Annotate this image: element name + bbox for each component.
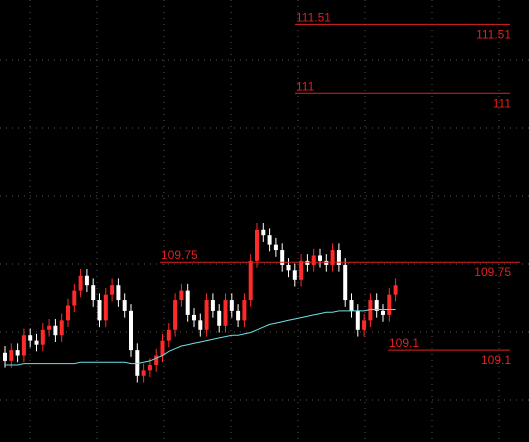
candle-body [393,285,398,295]
candle-body [72,290,77,306]
candle-body [110,285,115,295]
candle-body [185,290,190,315]
candle-body [368,300,373,321]
candle-body [154,355,159,365]
candle-body [160,340,165,356]
candle-body [198,320,203,330]
candle-body [286,264,291,271]
candle-body [129,310,133,351]
candle-body [381,310,385,315]
candle-body [28,335,33,341]
candle-body [84,275,89,286]
level-label-right: 111.51 [476,27,511,41]
candle-body [103,294,108,321]
candle-body [349,300,354,311]
candle-body [179,290,184,301]
level-label-left: 111.51 [296,10,331,24]
level-label-left: 111 [296,79,315,93]
candle-body [236,310,241,321]
level-label-right: 109.1 [481,353,511,367]
candle-body [355,310,360,330]
candle-body [9,350,14,361]
candle-body [122,300,127,311]
candle-body [166,329,171,341]
candle-body [116,285,121,301]
candle-body [78,275,83,291]
candle-body [141,370,146,376]
candle-body [53,325,58,336]
candle-body [330,250,335,265]
candle-body [66,305,70,321]
candle-body [292,270,297,280]
candle-body [204,300,209,330]
candle-body [192,314,196,321]
candle-body [261,229,266,236]
candle-body [343,264,348,301]
level-label-left: 109.1 [389,336,419,350]
candle-body [173,300,178,330]
candle-body [223,300,228,326]
candle-body [210,300,215,311]
moving-average [5,309,396,366]
candle-body [311,255,316,265]
candle-body [324,260,329,265]
candle-body [21,335,26,356]
candle-body [305,260,310,265]
candle-body [59,320,64,336]
candle-body [3,352,7,361]
candle-body [34,340,39,345]
candle-body [267,235,272,245]
candle-body [318,255,322,261]
candle-body [40,329,45,345]
level-label-right: 111 [493,96,512,110]
candle-body [135,350,140,376]
candle-body [248,260,253,301]
candle-body [273,244,278,251]
candle-body [336,250,341,265]
candle-body [280,250,285,265]
candle-body [387,294,392,315]
candle-body [299,260,304,280]
candle-body [97,300,102,321]
candle-body [362,320,367,330]
candle-body [229,300,234,311]
candle-body [91,285,96,301]
candle-body [47,325,52,330]
level-label-left: 109.75 [161,248,198,262]
candle-body [255,229,259,261]
candle-body [217,310,222,326]
candle-body [147,364,152,371]
candle-body [374,300,379,311]
level-label-right: 109.75 [474,265,511,279]
candle-body [242,300,247,321]
candle-body [15,350,20,356]
